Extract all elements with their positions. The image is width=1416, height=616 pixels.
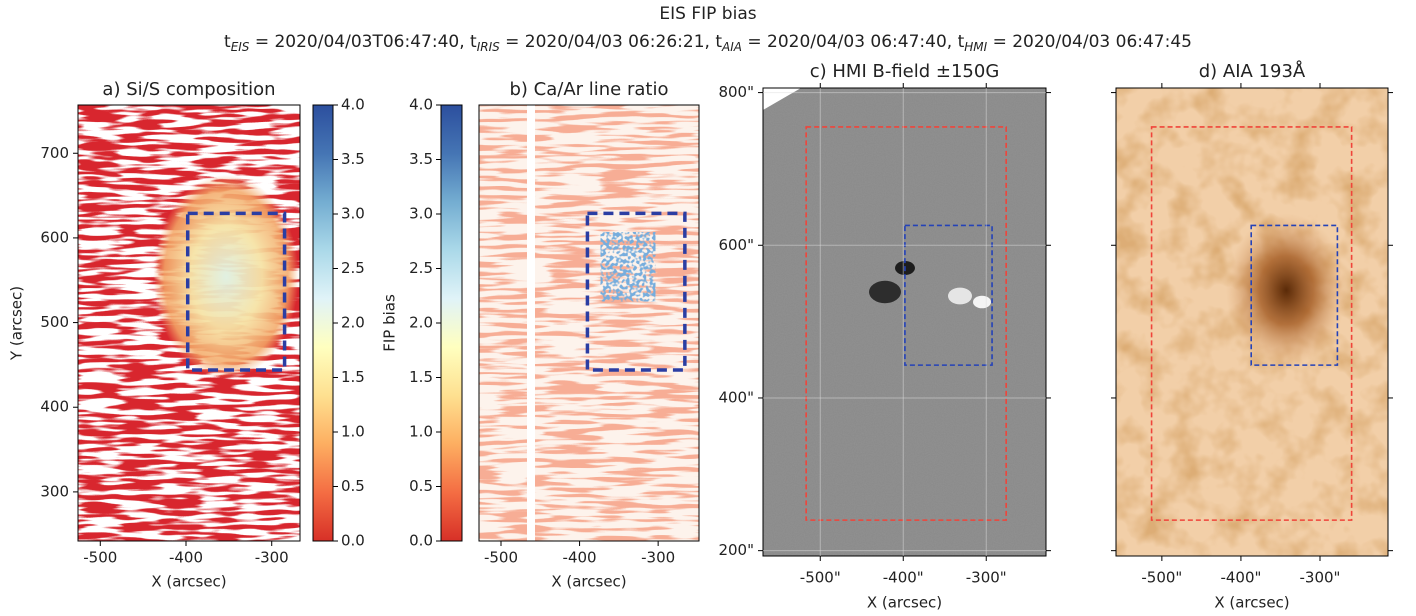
x-tick-label: -400": [1220, 569, 1261, 587]
time-value: = 2020/04/03 06:47:40,: [742, 32, 958, 52]
colorbar-label: FIP bias: [381, 294, 399, 352]
colorbar-tick-label: 1.0: [341, 423, 365, 441]
region-box: [585, 211, 687, 372]
region-box: [904, 224, 993, 366]
x-tick-label: -400": [883, 569, 924, 587]
y-tick-label: 500: [40, 313, 69, 331]
figure-subtitle: tEIS = 2020/04/03T06:47:40, tIRIS = 2020…: [224, 32, 1192, 54]
image-texture: [763, 88, 1046, 556]
colorbar-tick-label: 0.0: [409, 532, 433, 550]
colorbar-tick-label: 2.0: [409, 314, 433, 332]
time-instrument: IRIS: [477, 40, 500, 54]
x-axis-label: X (arcsec): [551, 573, 626, 591]
off-limb: [763, 88, 801, 110]
y-tick-label: 300: [40, 482, 69, 500]
x-tick-label: -300: [255, 549, 289, 567]
colorbar-tick-label: 0.5: [341, 477, 365, 495]
x-tick-label: -300": [1300, 569, 1341, 587]
figure-title: EIS FIP bias: [659, 4, 756, 24]
time-symbol: t: [470, 32, 477, 52]
x-tick-label: -300": [966, 569, 1007, 587]
panel-title: a) Si/S composition: [102, 79, 275, 100]
colorbar-tick-label: 3.5: [341, 150, 365, 168]
colorbar: [440, 104, 463, 542]
region-box: [1150, 126, 1353, 521]
data-gap: [527, 105, 535, 541]
plot-frame: [762, 87, 1047, 557]
x-tick-label: -400: [169, 549, 203, 567]
colorbar: [312, 104, 334, 542]
time-value: = 2020/04/03 06:26:21,: [500, 32, 716, 52]
y-tick-label: 600: [40, 228, 69, 246]
panel-title: c) HMI B-field ±150G: [810, 61, 1000, 82]
colorbar-tick-label: 4.0: [341, 96, 365, 114]
region-box: [805, 126, 1007, 521]
time-value: = 2020/04/03T06:47:40,: [249, 32, 470, 52]
colorbar-tick-label: 1.5: [341, 368, 365, 386]
colorbar-tick-label: 4.0: [409, 96, 433, 114]
time-symbol: t: [715, 32, 722, 52]
x-axis-label: X (arcsec): [867, 594, 942, 612]
x-tick-label: -400: [563, 549, 597, 567]
colorbar-tick-label: 3.5: [409, 150, 433, 168]
region-box: [1250, 224, 1339, 366]
x-tick-label: -500": [1141, 569, 1182, 587]
colorbar-tick-label: 2.5: [409, 259, 433, 277]
colorbar-tick-label: 0.5: [409, 477, 433, 495]
y-tick-label: 600": [718, 236, 754, 254]
panel: [478, 104, 700, 546]
panel: [73, 104, 301, 546]
time-symbol: t: [958, 32, 965, 52]
region-box: [185, 211, 287, 372]
x-tick-label: -300: [641, 549, 675, 567]
colorbar-tick-label: 2.5: [341, 259, 365, 277]
time-instrument: EIS: [231, 40, 250, 54]
magnetic-spot: [869, 280, 901, 304]
panel-title: b) Ca/Ar line ratio: [510, 79, 669, 100]
y-tick-label: 400": [718, 388, 754, 406]
x-axis-label: X (arcsec): [1214, 594, 1289, 612]
active-region: [1225, 213, 1347, 368]
time-symbol: t: [224, 32, 231, 52]
image-texture: [479, 105, 699, 541]
x-tick-label: -500: [484, 549, 518, 567]
panel-title: d) AIA 193Å: [1199, 60, 1306, 82]
time-instrument: AIA: [721, 40, 742, 54]
time-instrument: HMI: [964, 40, 987, 54]
enhanced-region: [600, 232, 656, 302]
magnetic-spot: [973, 295, 991, 309]
time-value: = 2020/04/03 06:47:45: [987, 32, 1192, 52]
y-tick-label: 400: [40, 398, 69, 416]
colorbar-tick-label: 0.0: [341, 532, 365, 550]
y-axis-label: Y (arcsec): [8, 286, 26, 361]
x-tick-label: -500": [800, 569, 841, 587]
plot-frame: [478, 104, 700, 542]
enhanced-region: [153, 174, 299, 379]
colorbar-tick-label: 1.0: [409, 423, 433, 441]
colorbar-tick-label: 3.0: [409, 205, 433, 223]
y-tick-label: 200": [718, 541, 754, 559]
magnetic-spot: [948, 287, 972, 305]
panel: [758, 83, 1051, 561]
y-tick-label: 800": [718, 83, 754, 101]
colorbar-tick-label: 2.0: [341, 314, 365, 332]
colorbar-tick-label: 3.0: [341, 205, 365, 223]
colorbar-tick-label: 1.5: [409, 368, 433, 386]
y-tick-label: 700: [40, 144, 69, 162]
plot-frame: [1115, 87, 1389, 557]
x-axis-label: X (arcsec): [151, 573, 226, 591]
x-tick-label: -500: [83, 549, 117, 567]
panel: [1111, 83, 1393, 561]
